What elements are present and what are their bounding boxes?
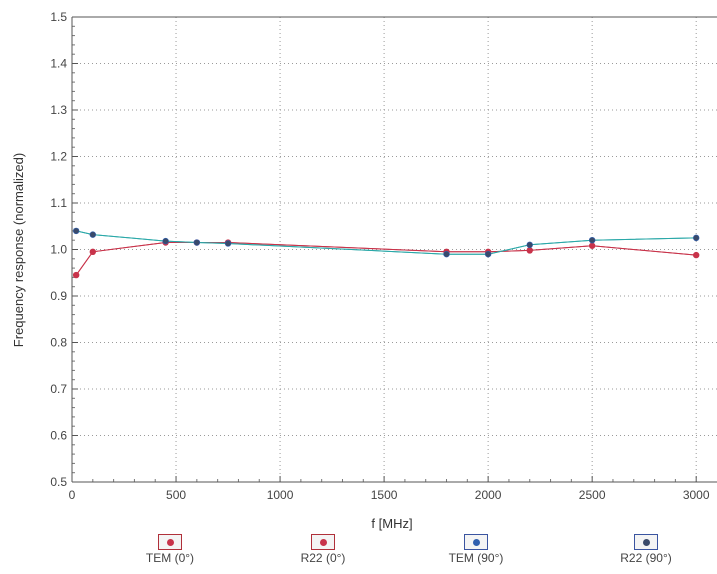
y-axis-label: Frequency response (normalized) <box>11 153 26 347</box>
legend: TEM (0°) R22 (0°) TEM (90°) R22 (90°) <box>0 534 717 574</box>
y-tick-label: 1.2 <box>50 150 67 164</box>
data-point <box>589 243 595 249</box>
x-tick-label: 1000 <box>267 488 294 502</box>
legend-label: R22 (90°) <box>620 551 672 565</box>
legend-marker-tem-0 <box>158 534 182 550</box>
data-point <box>693 252 699 258</box>
y-tick-label: 1.0 <box>50 243 67 257</box>
legend-label: TEM (0°) <box>145 551 195 565</box>
legend-label: TEM (90°) <box>448 551 504 565</box>
x-tick-label: 3000 <box>683 488 710 502</box>
series-line <box>75 242 697 276</box>
data-point <box>163 238 169 244</box>
data-point <box>194 239 200 246</box>
legend-item-r22-90: R22 (90°) <box>601 534 691 565</box>
x-tick-label: 2000 <box>475 488 502 502</box>
series-lines <box>75 230 697 276</box>
data-point <box>73 272 79 278</box>
data-point <box>527 247 533 254</box>
tick-labels: 0 500 1000 1500 2000 2500 3000 0.5 0.6 0.7 0.8 0.9 1… <box>50 10 710 502</box>
series-line <box>76 230 697 255</box>
series-points <box>72 227 700 279</box>
y-tick-label: 0.8 <box>50 336 67 350</box>
legend-item-tem-0: TEM (0°) <box>125 534 215 565</box>
legend-item-tem-90: TEM (90°) <box>431 534 521 565</box>
y-tick-label: 1.5 <box>50 10 67 24</box>
x-tick-label: 1500 <box>371 488 398 502</box>
y-tick-label: 1.4 <box>50 57 67 71</box>
axes <box>71 16 717 483</box>
y-tick-label: 0.6 <box>50 429 67 443</box>
data-point <box>527 242 533 248</box>
y-tick-label: 1.1 <box>50 196 67 210</box>
data-point <box>73 228 79 234</box>
x-tick-label: 500 <box>166 488 186 502</box>
data-point <box>443 251 450 257</box>
series-line <box>75 242 697 276</box>
data-point <box>485 251 491 257</box>
x-tick-label: 0 <box>69 488 76 502</box>
y-tick-label: 0.9 <box>50 289 67 303</box>
data-point <box>589 237 595 243</box>
legend-marker-tem-90 <box>464 534 488 550</box>
data-point <box>90 249 96 255</box>
x-axis-label: f [MHz] <box>371 516 412 531</box>
legend-label: R22 (0°) <box>300 551 346 565</box>
x-tick-label: 2500 <box>579 488 606 502</box>
y-tick-label: 1.3 <box>50 103 67 117</box>
data-point <box>90 232 96 238</box>
y-tick-label: 0.5 <box>50 475 67 489</box>
data-point <box>225 240 231 247</box>
data-point <box>693 235 699 241</box>
legend-marker-r22-90 <box>634 534 658 550</box>
legend-item-r22-0: R22 (0°) <box>278 534 368 565</box>
legend-marker-r22-0 <box>311 534 335 550</box>
y-tick-label: 0.7 <box>50 382 67 396</box>
